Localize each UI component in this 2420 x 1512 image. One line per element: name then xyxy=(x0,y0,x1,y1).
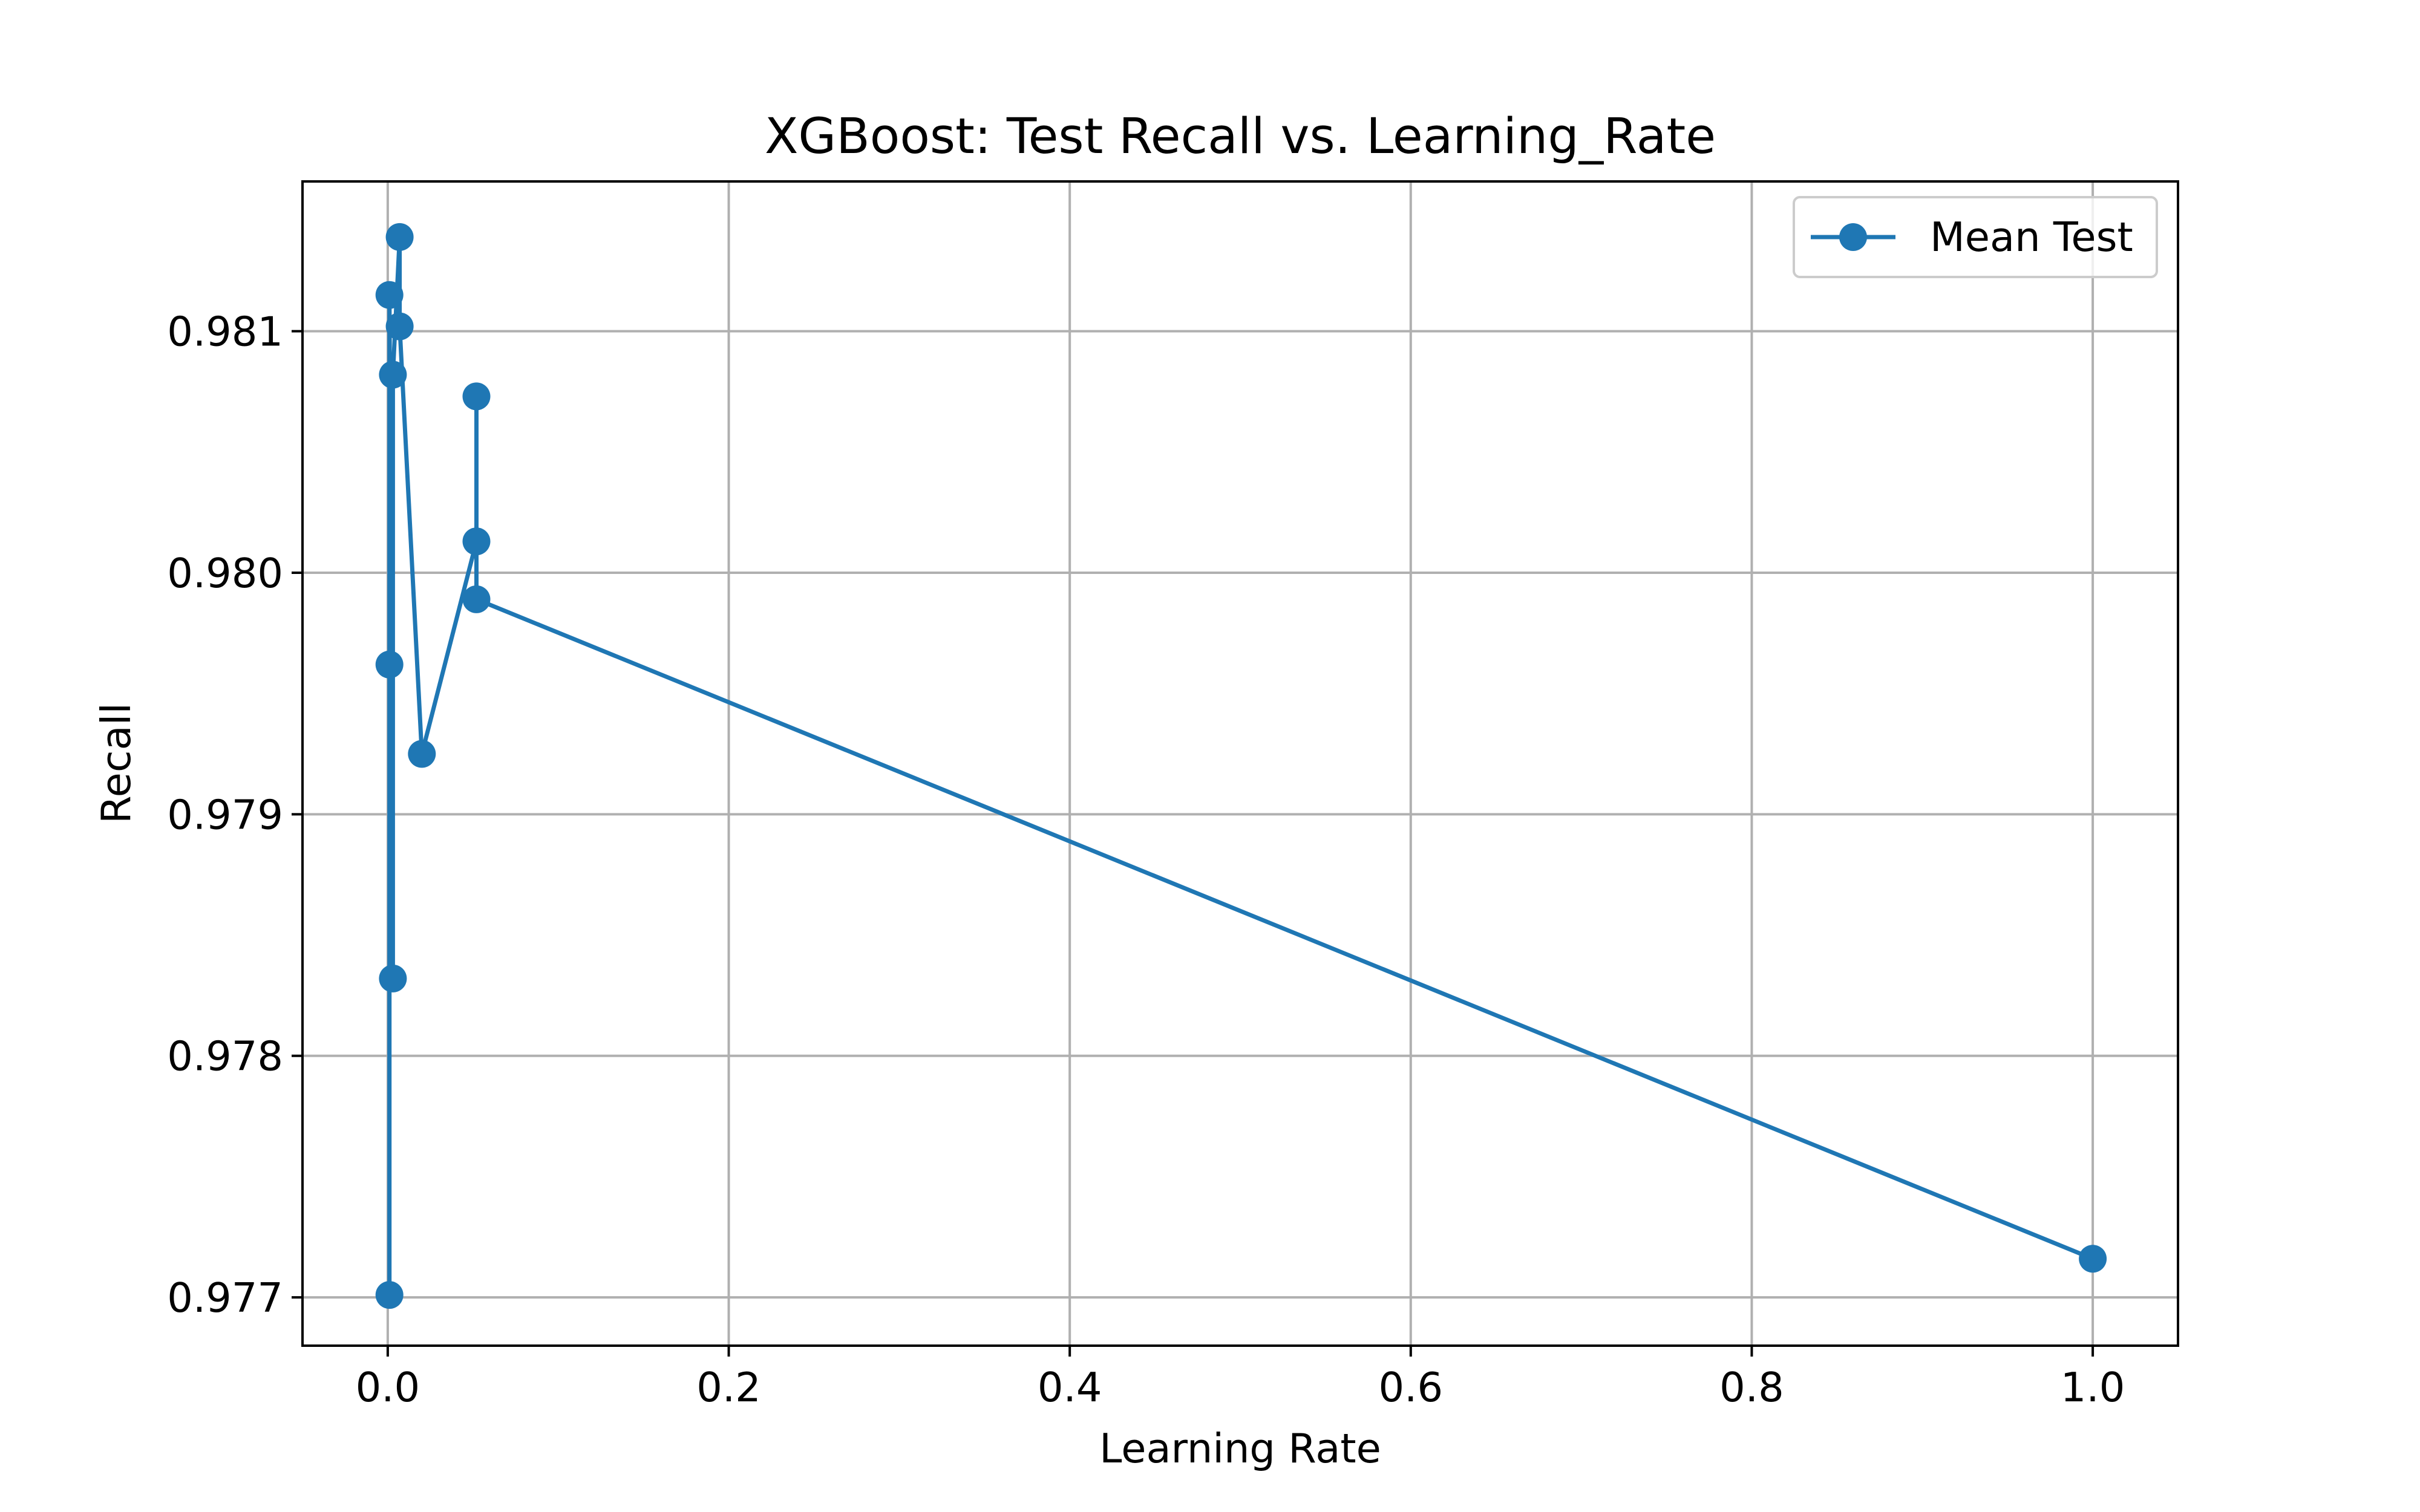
y-tick-label: 0.981 xyxy=(167,308,283,356)
data-point xyxy=(462,585,491,613)
x-tick-label: 0.4 xyxy=(1038,1364,1102,1411)
grid xyxy=(302,181,2178,1346)
x-tick-label: 0.6 xyxy=(1379,1364,1444,1411)
x-tick-label: 0.2 xyxy=(696,1364,761,1411)
y-tick-label: 0.978 xyxy=(167,1033,283,1080)
x-tick-label: 0.8 xyxy=(1719,1364,1784,1411)
x-axis: 0.0 0.2 0.4 0.6 0.8 1.0 xyxy=(356,1346,2125,1411)
data-point xyxy=(462,527,491,556)
x-tick-label: 1.0 xyxy=(2061,1364,2125,1411)
data-point xyxy=(375,281,404,309)
series-line xyxy=(387,235,2096,1297)
chart-title: XGBoost: Test Recall vs. Learning_Rate xyxy=(765,108,1716,165)
data-point xyxy=(385,223,414,251)
y-tick-label: 0.980 xyxy=(167,550,283,597)
x-tick-label: 0.0 xyxy=(356,1364,420,1411)
y-axis: 0.977 0.978 0.979 0.980 0.981 xyxy=(167,308,302,1321)
legend-label: Mean Test xyxy=(1930,213,2133,261)
data-point xyxy=(379,360,407,389)
series-layer xyxy=(375,223,2107,1309)
legend-box xyxy=(1793,196,2158,278)
plot-frame xyxy=(301,180,2179,1347)
data-point xyxy=(462,382,491,411)
y-tick-label: 0.979 xyxy=(167,791,283,838)
data-point xyxy=(408,740,436,768)
x-axis-label: Learning Rate xyxy=(1099,1425,1381,1472)
legend-marker-swatch xyxy=(1839,223,1867,251)
data-point xyxy=(2079,1245,2107,1273)
data-point xyxy=(385,312,414,341)
legend: Mean Test xyxy=(1793,196,2158,278)
data-point xyxy=(375,650,404,679)
y-axis-label: Recall xyxy=(93,703,140,824)
y-tick-label: 0.977 xyxy=(167,1274,283,1321)
data-point xyxy=(379,964,407,992)
data-point xyxy=(375,1281,404,1309)
